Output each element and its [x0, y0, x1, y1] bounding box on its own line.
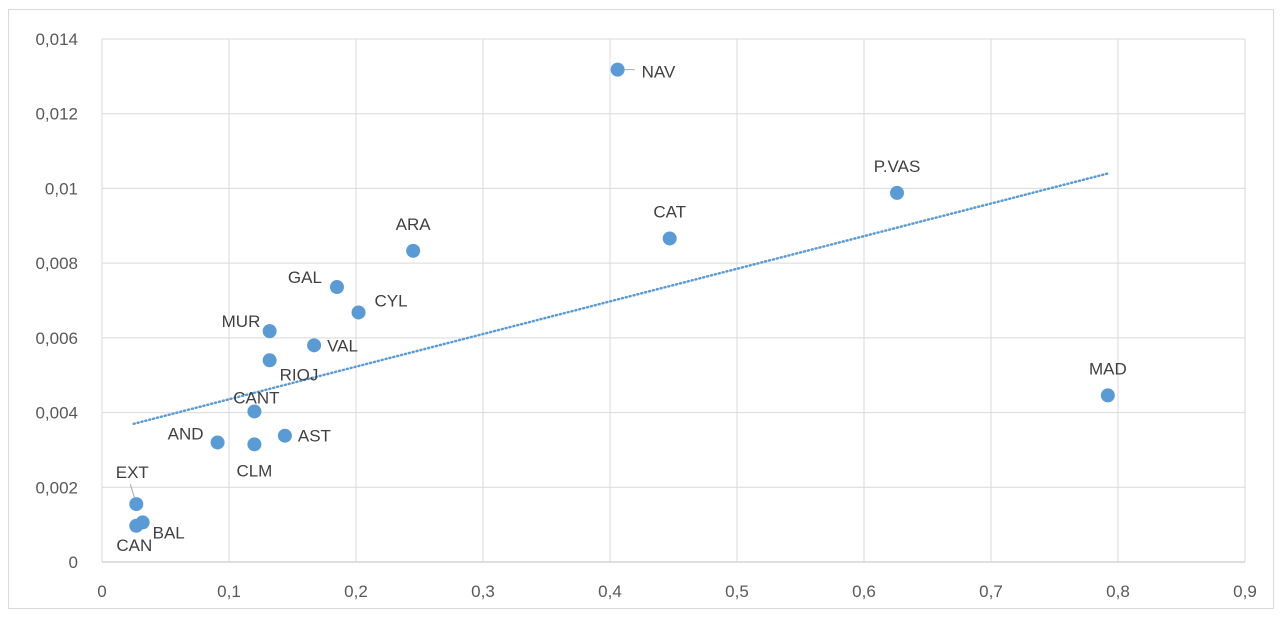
data-labels: NAV P.VAS CAT ARA GAL CYL MUR VAL RIOJ MAD CANT AST… [116, 63, 1127, 555]
data-point-val [307, 338, 322, 353]
data-point-pvas [890, 185, 905, 200]
data-label-can: CAN [116, 536, 152, 555]
data-label-ara: ARA [396, 215, 432, 234]
data-point-nav [610, 62, 625, 77]
axes: 0 0,1 0,2 0,3 0,4 0,5 0,6 0,7 0,8 0,9 0 0,002 0,004 0… [35, 30, 1256, 601]
y-tick-label: 0,004 [35, 404, 78, 423]
data-label-gal: GAL [288, 268, 322, 287]
data-label-cat: CAT [653, 202, 686, 221]
y-tick-label: 0,008 [35, 254, 78, 273]
data-label-ast: AST [298, 427, 331, 446]
linear-trendline [132, 172, 1110, 426]
x-tick-label: 0,4 [598, 582, 622, 601]
data-label-and: AND [168, 424, 204, 443]
y-tick-label: 0,014 [35, 30, 78, 49]
data-label-cyl: CYL [375, 291, 408, 310]
data-label-cant: CANT [233, 388, 279, 407]
y-tick-label: 0,006 [35, 329, 78, 348]
data-point-gal [329, 280, 344, 295]
y-tick-label: 0,01 [45, 179, 78, 198]
x-tick-label: 0,2 [344, 582, 368, 601]
data-point-mad [1100, 388, 1115, 403]
data-label-val: VAL [327, 336, 358, 355]
grid-lines [101, 38, 1246, 562]
x-tick-label: 0,1 [217, 582, 241, 601]
data-point-mur [262, 324, 277, 339]
data-point-clm [247, 437, 262, 452]
data-label-nav: NAV [642, 63, 676, 82]
x-tick-label: 0,3 [471, 582, 495, 601]
y-tick-label: 0,012 [35, 105, 78, 124]
y-tick-label: 0,002 [35, 478, 78, 497]
x-tick-label: 0,7 [979, 582, 1003, 601]
x-tick-label: 0,6 [852, 582, 876, 601]
data-point-can [129, 518, 144, 533]
x-tick-label: 0,8 [1106, 582, 1130, 601]
x-tick-label: 0 [97, 582, 106, 601]
data-label-rioj: RIOJ [280, 365, 319, 384]
data-point-cyl [351, 305, 366, 320]
data-label-ext: EXT [116, 463, 149, 482]
data-point-cant [247, 404, 262, 419]
y-tick-label: 0 [69, 553, 78, 572]
chart-border [8, 9, 1274, 609]
data-point-rioj [262, 353, 277, 368]
data-label-bal: BAL [153, 523, 185, 542]
data-label-mad: MAD [1089, 359, 1127, 378]
x-tick-label: 0,9 [1233, 582, 1257, 601]
x-tick-label: 0,5 [725, 582, 749, 601]
trendline-layer [132, 172, 1110, 426]
data-point-and [210, 435, 225, 450]
data-label-pvas: P.VAS [874, 157, 921, 176]
data-label-clm: CLM [236, 461, 272, 480]
data-point-ast [277, 428, 292, 443]
label-leader-line [129, 483, 135, 498]
data-point-ext [129, 497, 144, 512]
data-point-ara [406, 243, 421, 258]
data-points [129, 62, 1115, 533]
data-label-mur: MUR [222, 312, 261, 331]
data-point-cat [662, 231, 677, 246]
